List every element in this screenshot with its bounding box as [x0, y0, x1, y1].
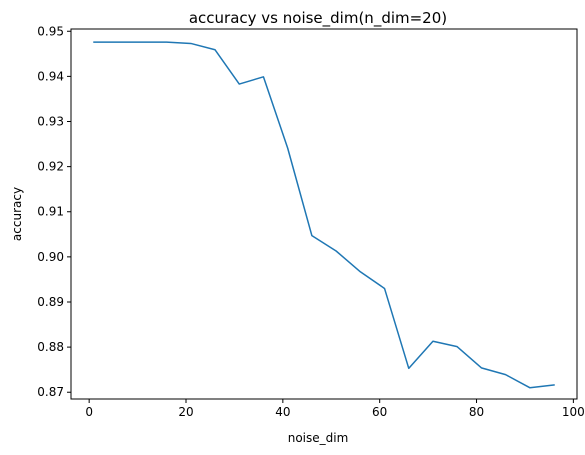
- y-axis-ticks: 0.87 0.88 0.89 0.90 0.91 0.92 0.93 0.94 0.95: [37, 24, 71, 399]
- x-axis-ticks: 0 20 40 60 80 100: [85, 399, 585, 419]
- y-tick-label: 0.95: [37, 24, 64, 38]
- plot-area: [93, 41, 555, 389]
- series-line: [93, 41, 555, 389]
- y-tick-label: 0.92: [37, 160, 64, 174]
- y-axis-label: accuracy: [10, 187, 24, 241]
- y-tick-label: 0.93: [37, 115, 64, 129]
- x-tick-label: 60: [372, 405, 387, 419]
- y-tick-label: 0.88: [37, 340, 64, 354]
- x-tick-label: 0: [85, 405, 93, 419]
- x-tick-label: 20: [178, 405, 193, 419]
- axes-frame: [70, 28, 578, 400]
- x-tick-label: 100: [562, 405, 585, 419]
- y-tick-label: 0.90: [37, 250, 64, 264]
- y-tick-label: 0.89: [37, 295, 64, 309]
- x-tick-label: 40: [275, 405, 290, 419]
- x-tick-label: 80: [469, 405, 484, 419]
- y-tick-label: 0.91: [37, 205, 64, 219]
- y-tick-label: 0.87: [37, 385, 64, 399]
- chart-title: accuracy vs noise_dim(n_dim=20): [189, 9, 447, 28]
- y-tick-label: 0.94: [37, 69, 64, 83]
- x-axis-label: noise_dim: [288, 431, 349, 445]
